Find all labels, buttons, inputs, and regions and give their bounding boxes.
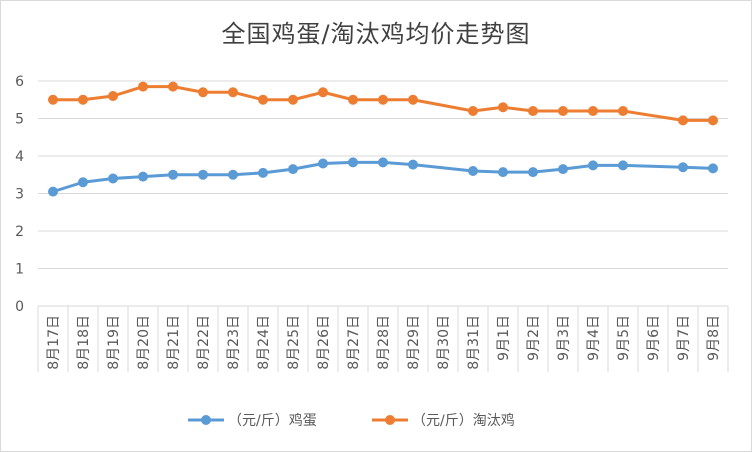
data-point [408, 159, 418, 170]
data-point [48, 94, 58, 105]
data-point [528, 167, 538, 178]
data-point [318, 158, 328, 169]
data-point [468, 106, 478, 116]
chart-title: 全国鸡蛋/淘汰鸡均价走势图 [221, 20, 531, 48]
x-tick-label: 9月2日 [526, 315, 542, 361]
data-point [348, 157, 358, 168]
x-tick-label: 9月1日 [496, 315, 512, 361]
series-layer [48, 81, 718, 197]
x-tick-label: 9月8日 [706, 315, 722, 361]
x-tick-label: 8月17日 [46, 315, 62, 370]
y-tick-label: 6 [15, 74, 24, 90]
x-tick-label: 9月3日 [556, 315, 572, 361]
data-point [78, 94, 88, 105]
legend-swatch-marker [385, 415, 395, 425]
data-point [168, 81, 178, 92]
y-tick-label: 3 [15, 187, 24, 203]
y-tick-label: 0 [15, 299, 24, 315]
x-tick-label: 8月19日 [106, 315, 122, 370]
x-axis-dividers [37, 306, 729, 372]
data-point [348, 94, 358, 105]
y-axis-ticks: 0 1 2 3 4 5 6 [15, 74, 24, 315]
data-point [258, 94, 268, 105]
legend-item: （元/斤）淘汰鸡 [372, 412, 515, 429]
data-point [78, 177, 88, 188]
x-tick-label: 8月31日 [466, 315, 482, 370]
data-point [558, 106, 568, 116]
data-point [288, 94, 298, 105]
data-point [258, 167, 268, 178]
x-tick-label: 8月18日 [76, 315, 92, 370]
y-tick-label: 2 [15, 224, 24, 240]
legend: （元/斤）鸡蛋 （元/斤）淘汰鸡 [188, 412, 515, 429]
legend-label: （元/斤）淘汰鸡 [412, 412, 515, 429]
data-point [198, 169, 208, 180]
data-point [408, 94, 418, 105]
series-2 [48, 81, 718, 126]
series-1 [48, 157, 718, 197]
y-tick-label: 1 [15, 262, 24, 278]
x-tick-label: 8月29日 [406, 315, 422, 370]
data-point [318, 87, 328, 98]
data-point [378, 94, 388, 105]
data-point [618, 160, 628, 171]
x-tick-label: 8月21日 [166, 315, 182, 370]
data-point [708, 115, 718, 126]
data-point [618, 106, 628, 116]
data-point [138, 171, 148, 182]
data-point [588, 160, 598, 171]
legend-item: （元/斤）鸡蛋 [188, 412, 317, 429]
data-point [558, 164, 568, 175]
data-point [708, 163, 718, 174]
gridlines [38, 80, 728, 307]
x-tick-label: 8月22日 [196, 315, 212, 370]
data-point [198, 87, 208, 98]
data-point [138, 81, 148, 92]
data-point [678, 115, 688, 126]
x-tick-label: 9月7日 [676, 315, 692, 361]
x-tick-label: 8月24日 [256, 315, 272, 370]
x-tick-label: 9月6日 [646, 315, 662, 361]
x-tick-label: 8月30日 [436, 315, 452, 370]
x-tick-label: 9月5日 [616, 315, 632, 361]
data-point [588, 106, 598, 116]
data-point [498, 167, 508, 178]
data-point [108, 91, 118, 101]
y-tick-label: 5 [15, 112, 24, 128]
data-point [678, 162, 688, 173]
y-tick-label: 4 [15, 149, 24, 165]
x-tick-label: 8月27日 [346, 315, 362, 370]
x-tick-label: 8月23日 [226, 315, 242, 370]
data-point [528, 106, 538, 116]
data-point [108, 173, 118, 184]
data-point [168, 169, 178, 180]
x-axis-ticks: 8月17日 8月18日 8月19日 8月20日 8月21日 8月22日 8月23日 8月24日… [46, 315, 722, 370]
data-point [228, 169, 238, 180]
data-point [228, 87, 238, 98]
data-point [498, 102, 508, 113]
data-point [378, 157, 388, 168]
x-tick-label: 8月26日 [316, 315, 332, 370]
data-point [468, 166, 478, 176]
data-point [288, 164, 298, 175]
x-tick-label: 8月20日 [136, 315, 152, 370]
x-tick-label: 9月4日 [586, 315, 602, 361]
legend-label: （元/斤）鸡蛋 [228, 412, 317, 429]
x-tick-label: 8月28日 [376, 315, 392, 370]
x-tick-label: 8月25日 [286, 315, 302, 370]
data-point [48, 186, 58, 197]
legend-swatch-marker [201, 415, 211, 425]
